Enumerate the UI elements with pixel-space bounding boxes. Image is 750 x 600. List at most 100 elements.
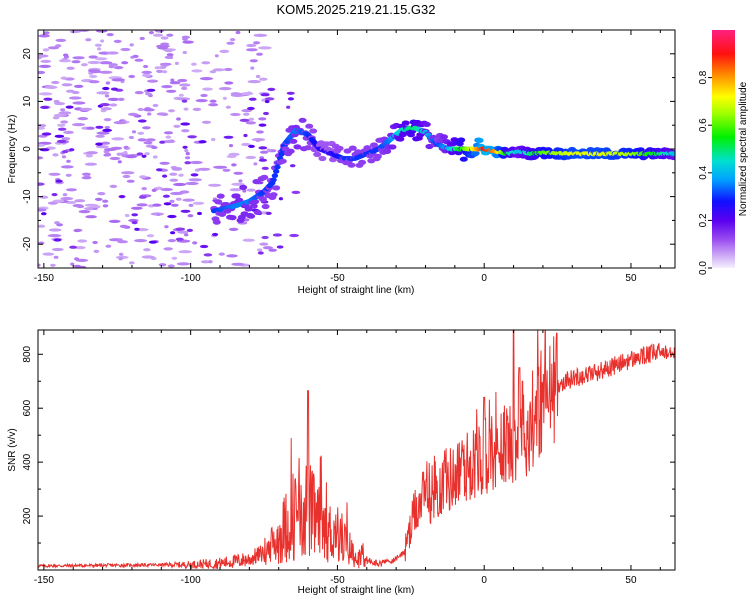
noise-mark: [143, 64, 149, 69]
snr-x-tick-label: -50: [330, 575, 345, 586]
noise-mark: [66, 159, 71, 163]
noise-mark: [256, 52, 263, 56]
ridge-core: [270, 177, 277, 183]
snr-x-tick-label: 50: [625, 575, 637, 586]
noise-mark: [218, 87, 232, 91]
noise-mark: [199, 77, 214, 81]
noise-mark: [143, 248, 151, 252]
noise-mark: [192, 107, 202, 111]
noise-mark: [119, 224, 129, 228]
noise-mark: [62, 53, 69, 57]
noise-mark: [55, 179, 63, 183]
ridge-halo: [260, 174, 269, 180]
noise-mark: [105, 81, 111, 85]
ridge-halo: [235, 197, 244, 203]
ridge-halo: [373, 153, 382, 159]
noise-mark: [209, 70, 217, 74]
ridge-halo: [252, 179, 261, 185]
snr-x-tick-label: -150: [34, 575, 54, 586]
ridge-halo: [471, 150, 480, 156]
noise-mark: [241, 142, 251, 147]
noise-mark: [50, 263, 56, 267]
noise-mark: [68, 96, 82, 100]
noise-mark: [85, 151, 98, 155]
noise-mark: [88, 74, 98, 79]
noise-mark: [60, 120, 69, 124]
noise-mark: [123, 151, 128, 155]
noise-mark: [253, 33, 268, 38]
noise-mark: [97, 47, 102, 51]
noise-mark: [264, 99, 270, 104]
noise-mark: [141, 255, 155, 259]
noise-mark: [257, 248, 263, 252]
noise-mark: [247, 80, 262, 84]
noise-mark: [66, 66, 75, 70]
colorbar-tick-label: 0.0: [698, 261, 709, 275]
noise-mark: [58, 59, 71, 63]
noise-mark: [225, 105, 231, 109]
ridge-halo: [286, 148, 295, 154]
noise-mark: [152, 155, 158, 159]
noise-mark: [109, 103, 118, 107]
noise-mark: [131, 130, 137, 134]
noise-mark: [152, 103, 159, 108]
colorbar-gradient: [712, 30, 735, 268]
noise-mark: [258, 158, 267, 162]
noise-mark: [142, 126, 151, 130]
noise-mark: [38, 64, 52, 68]
noise-mark: [177, 78, 188, 83]
ridge-halo: [244, 206, 253, 212]
ridge-halo: [383, 148, 392, 154]
noise-mark: [156, 69, 164, 73]
noise-mark: [229, 38, 236, 42]
spectrogram-y-tick-label: 10: [22, 95, 33, 107]
noise-mark: [102, 128, 112, 132]
noise-mark: [74, 199, 86, 203]
noise-mark: [228, 227, 239, 231]
noise-mark: [218, 252, 225, 256]
noise-mark: [66, 188, 77, 192]
noise-mark: [72, 101, 86, 105]
noise-mark: [261, 166, 269, 170]
ridge-halo: [422, 121, 431, 127]
noise-mark: [201, 260, 210, 264]
noise-mark: [136, 152, 144, 156]
snr-x-ticks: -150 -100 -50 0 50: [34, 330, 661, 586]
ridge-halo: [440, 134, 448, 140]
noise-mark: [94, 197, 103, 201]
noise-mark: [177, 230, 189, 234]
noise-mark: [128, 74, 136, 79]
spectrogram-x-tick-label: 50: [625, 273, 637, 284]
ridge-halo: [347, 162, 356, 168]
ridge-halo: [251, 199, 260, 205]
noise-mark: [219, 49, 230, 54]
noise-mark: [170, 231, 176, 235]
noise-mark: [53, 113, 67, 117]
noise-mark: [60, 76, 68, 80]
noise-mark: [60, 165, 74, 169]
noise-mark: [171, 167, 183, 171]
noise-mark: [141, 154, 147, 158]
spectrogram-y-tick-label: -20: [22, 237, 33, 252]
noise-mark: [65, 173, 72, 177]
noise-mark: [291, 190, 301, 194]
snr-background: [38, 330, 675, 570]
spectrogram-x-tick-label: 0: [481, 273, 487, 284]
noise-mark: [210, 137, 216, 142]
noise-mark: [186, 228, 193, 232]
noise-mark: [167, 264, 175, 268]
noise-mark: [228, 152, 240, 156]
noise-mark: [148, 30, 154, 35]
ridge-halo: [303, 145, 312, 151]
noise-mark: [104, 125, 111, 130]
noise-mark: [178, 173, 184, 177]
noise-mark: [132, 54, 139, 59]
noise-mark: [148, 240, 157, 244]
noise-mark: [208, 260, 213, 264]
noise-mark: [86, 126, 95, 130]
noise-mark: [156, 212, 161, 217]
noise-mark: [184, 233, 189, 237]
noise-mark: [161, 85, 173, 89]
noise-mark: [147, 112, 152, 116]
noise-mark: [164, 225, 169, 229]
